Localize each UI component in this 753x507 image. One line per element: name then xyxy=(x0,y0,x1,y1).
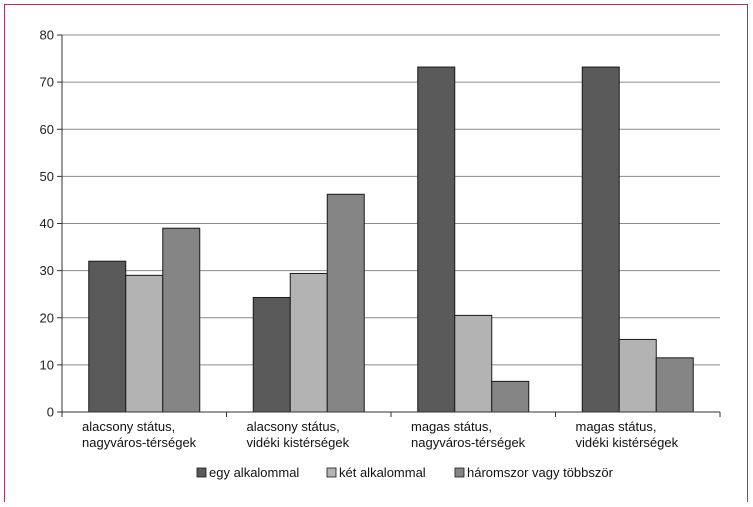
bar-1-3 xyxy=(417,66,456,413)
bar-1-2 xyxy=(252,296,291,413)
y-tick-label: 0 xyxy=(47,405,54,420)
bar-3-3 xyxy=(491,380,530,413)
y-tick-label: 30 xyxy=(40,263,54,278)
y-tick-label: 60 xyxy=(40,122,54,137)
bar-3-4 xyxy=(655,357,694,413)
legend-label: egy alkalommal xyxy=(209,465,299,480)
chart-frame xyxy=(4,4,748,502)
x-category-label: alacsony státus, vidéki kistérségek xyxy=(247,419,350,450)
y-tick-label: 20 xyxy=(40,310,54,325)
bar-2-2 xyxy=(289,272,328,413)
category-labels: alacsony státus, nagyváros-térségek alacso… xyxy=(82,419,679,450)
bar-1-4 xyxy=(581,66,620,413)
bar-2-1 xyxy=(125,274,164,413)
bars xyxy=(88,66,694,413)
legend-swatch xyxy=(196,467,207,478)
legend-label: két alkalommal xyxy=(339,465,426,480)
x-category-label: alacsony státus, nagyváros-térségek xyxy=(82,419,197,450)
bar-3-2 xyxy=(326,193,365,413)
bar-2-4 xyxy=(618,338,657,413)
legend-swatch xyxy=(326,467,337,478)
x-category-label: magas státus, vidéki kistérségek xyxy=(576,419,679,450)
y-tick-label: 50 xyxy=(40,169,54,184)
y-tick-label: 10 xyxy=(40,357,54,372)
y-tick-label: 40 xyxy=(40,216,54,231)
bar-2-3 xyxy=(454,314,493,413)
bar-1-1 xyxy=(88,260,127,413)
legend: egy alkalommal két alkalommal háromszor va… xyxy=(196,465,614,480)
bar-3-1 xyxy=(162,227,201,413)
axes xyxy=(57,35,721,417)
y-tick-label: 70 xyxy=(40,75,54,90)
x-category-label: magas státus, nagyváros-térségek xyxy=(411,419,526,450)
legend-label: háromszor vagy többször xyxy=(467,465,614,480)
y-axis-ticks: 0 10 20 30 40 50 60 70 80 xyxy=(40,28,62,420)
y-tick-label: 80 xyxy=(40,28,54,43)
legend-swatch xyxy=(454,467,465,478)
